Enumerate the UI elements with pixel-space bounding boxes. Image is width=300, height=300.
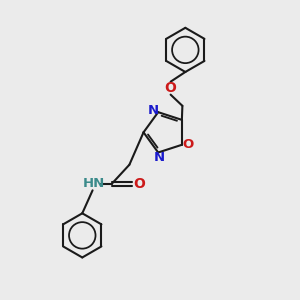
Text: O: O	[183, 138, 194, 151]
Text: O: O	[165, 81, 176, 95]
Text: N: N	[147, 104, 158, 117]
Text: O: O	[133, 177, 145, 191]
Text: HN: HN	[83, 177, 105, 190]
Text: N: N	[154, 151, 165, 164]
